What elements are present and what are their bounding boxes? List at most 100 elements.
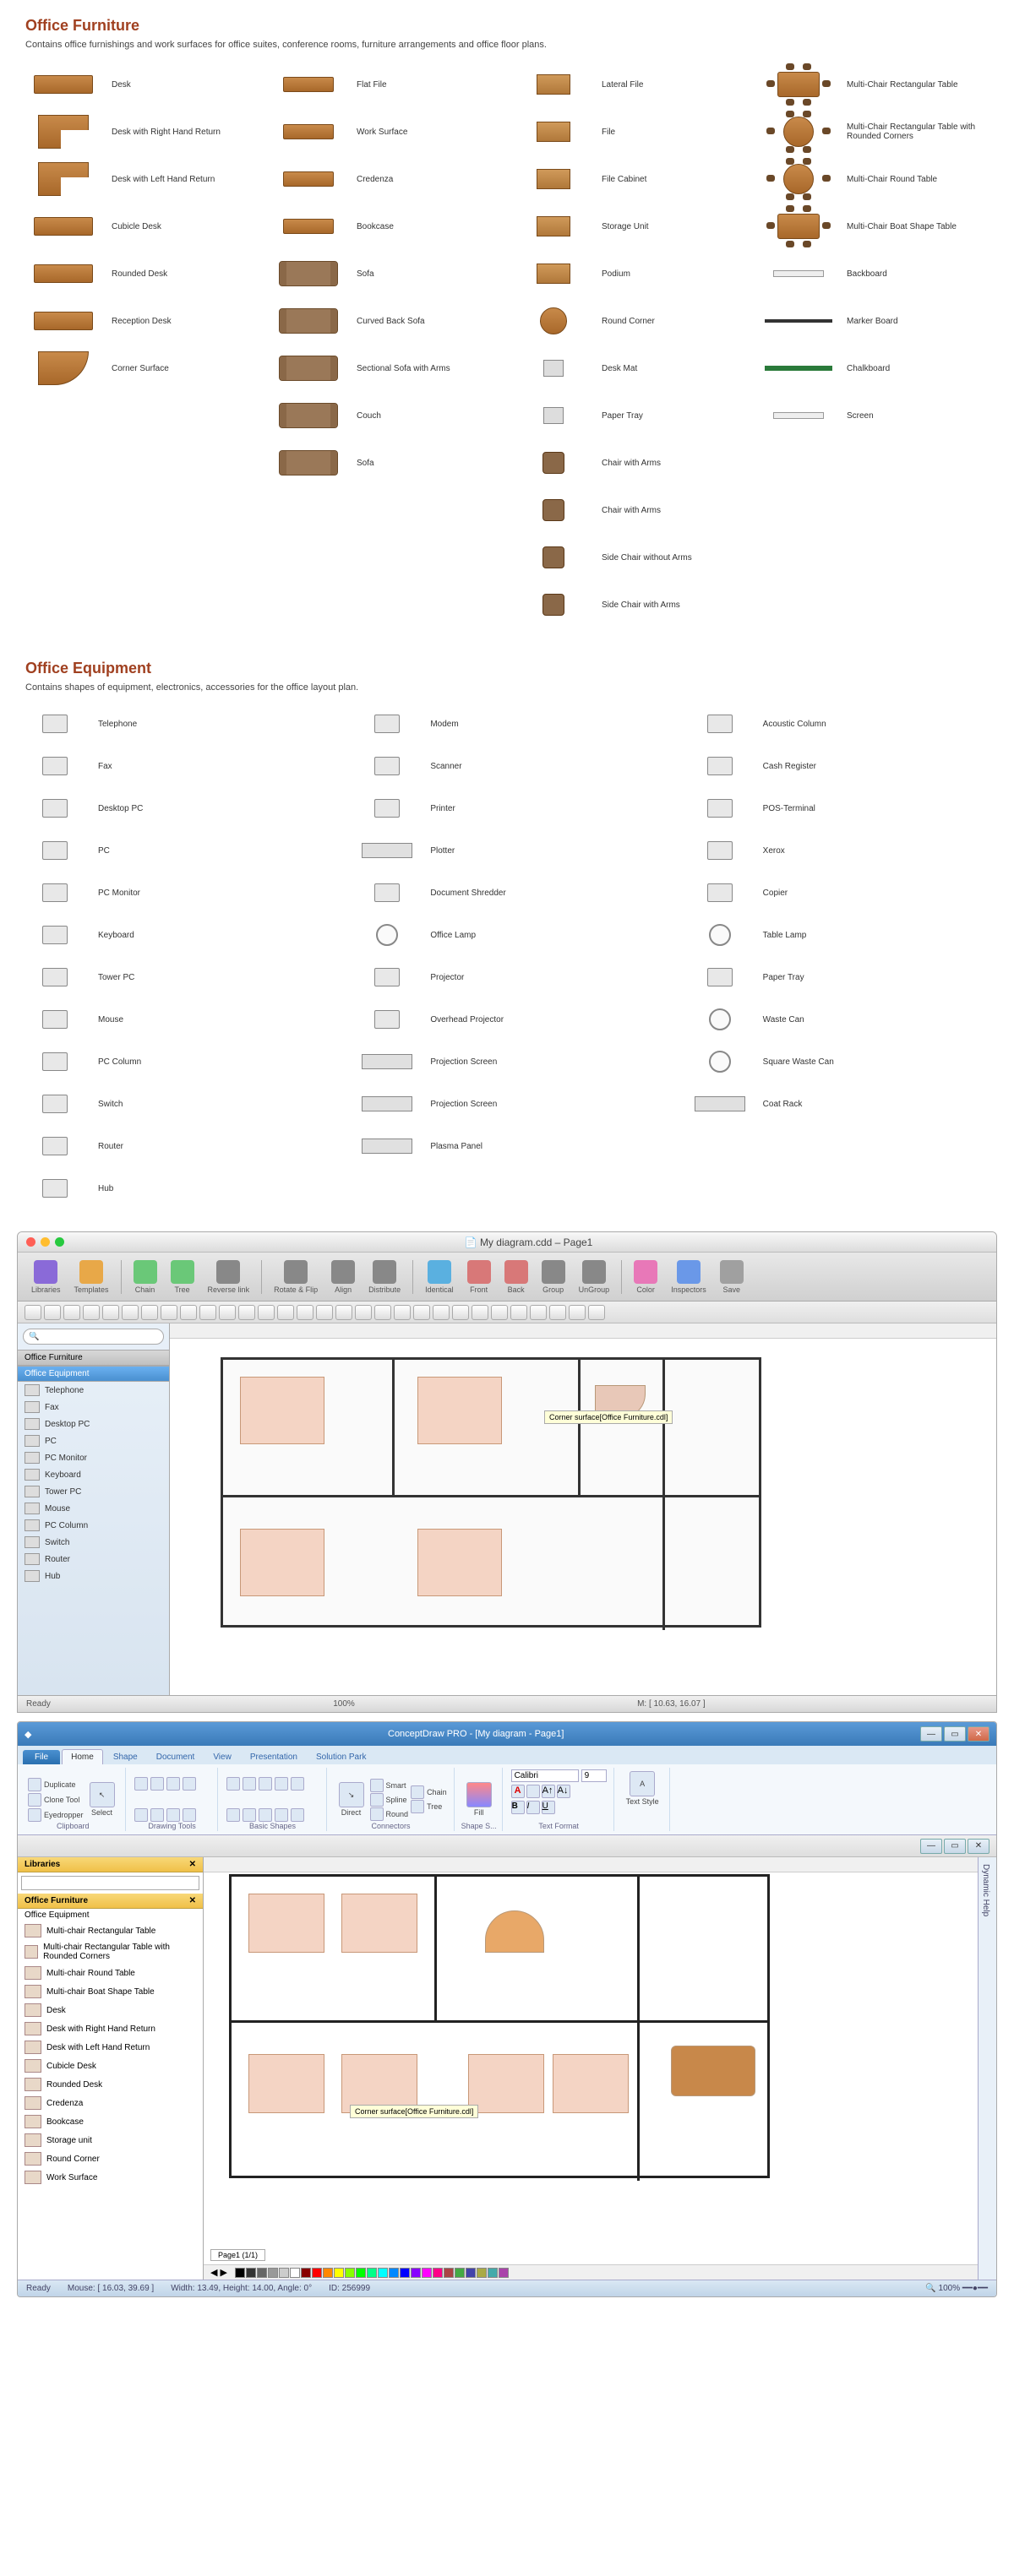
fill-button[interactable]: Fill: [463, 1780, 495, 1818]
doc-minimize-button[interactable]: —: [920, 1839, 942, 1854]
shape-button[interactable]: [259, 1777, 272, 1791]
duplicate-button[interactable]: Duplicate: [28, 1778, 84, 1791]
toolbar-back-button[interactable]: Back: [499, 1258, 533, 1296]
sub-tool-button[interactable]: [433, 1305, 450, 1320]
toolbar-rotate-flip-button[interactable]: Rotate & Flip: [269, 1258, 323, 1296]
toolbar-save-button[interactable]: Save: [715, 1258, 749, 1296]
toolbar-inspectors-button[interactable]: Inspectors: [666, 1258, 711, 1296]
color-swatch[interactable]: [444, 2268, 454, 2278]
canvas[interactable]: Corner surface[Office Furniture.cdl] Pag…: [204, 1857, 978, 2280]
toolbar-align-button[interactable]: Align: [326, 1258, 360, 1296]
library-search-input[interactable]: [21, 1876, 199, 1890]
color-swatch[interactable]: [477, 2268, 487, 2278]
library-item[interactable]: PC Column: [18, 1517, 169, 1534]
library-item[interactable]: Bookcase: [18, 2112, 203, 2131]
smart-button[interactable]: Smart: [370, 1779, 409, 1792]
shape-button[interactable]: [291, 1777, 304, 1791]
library-item[interactable]: Multi-chair Rectangular Table with Round…: [18, 1940, 203, 1964]
maximize-button[interactable]: ▭: [944, 1726, 966, 1742]
canvas[interactable]: Corner surface[Office Furniture.cdl]: [170, 1323, 996, 1695]
toolbar-front-button[interactable]: Front: [462, 1258, 496, 1296]
titlebar[interactable]: 📄 My diagram.cdd – Page1: [18, 1232, 996, 1253]
library-header-selected[interactable]: Office Equipment: [18, 1366, 169, 1382]
chain-button[interactable]: Chain: [411, 1785, 447, 1799]
ribbon-tab-home[interactable]: Home: [62, 1749, 103, 1764]
titlebar[interactable]: ◆ ConceptDraw PRO - [My diagram - Page1]…: [18, 1722, 996, 1746]
color-swatch[interactable]: [499, 2268, 509, 2278]
shape-button[interactable]: [226, 1808, 240, 1822]
toolbar-ungroup-button[interactable]: UnGroup: [574, 1258, 615, 1296]
color-swatch[interactable]: [356, 2268, 366, 2278]
shape-button[interactable]: [226, 1777, 240, 1791]
sub-tool-button[interactable]: [374, 1305, 391, 1320]
sub-tool-button[interactable]: [258, 1305, 275, 1320]
eyedropper-button[interactable]: Eyedropper: [28, 1808, 84, 1822]
sub-tool-button[interactable]: [63, 1305, 80, 1320]
sub-tool-button[interactable]: [510, 1305, 527, 1320]
sub-tool-button[interactable]: [25, 1305, 41, 1320]
sub-tool-button[interactable]: [316, 1305, 333, 1320]
library-header-selected[interactable]: Office Furniture✕: [18, 1894, 203, 1909]
color-swatch[interactable]: [400, 2268, 410, 2278]
shape-button[interactable]: [291, 1808, 304, 1822]
sub-tool-button[interactable]: [102, 1305, 119, 1320]
clone-tool-button[interactable]: Clone Tool: [28, 1793, 84, 1807]
sub-tool-button[interactable]: [122, 1305, 139, 1320]
sub-tool-button[interactable]: [297, 1305, 313, 1320]
library-item[interactable]: Hub: [18, 1568, 169, 1584]
tool-button[interactable]: [134, 1808, 148, 1822]
library-item[interactable]: Router: [18, 1551, 169, 1568]
close-button[interactable]: ✕: [968, 1726, 989, 1742]
sub-tool-button[interactable]: [530, 1305, 547, 1320]
library-header[interactable]: Office Equipment: [18, 1909, 203, 1921]
color-swatch[interactable]: [345, 2268, 355, 2278]
text-style-button[interactable]: AText Style: [623, 1769, 662, 1807]
spline-button[interactable]: Spline: [370, 1793, 409, 1807]
color-swatch[interactable]: [367, 2268, 377, 2278]
color-swatch[interactable]: [290, 2268, 300, 2278]
tool-button[interactable]: [183, 1808, 196, 1822]
sub-tool-button[interactable]: [199, 1305, 216, 1320]
library-item[interactable]: PC Monitor: [18, 1449, 169, 1466]
color-swatch[interactable]: [455, 2268, 465, 2278]
bold-button[interactable]: B: [511, 1801, 525, 1814]
floorplan[interactable]: Corner surface[Office Furniture.cdl]: [221, 1357, 761, 1628]
sub-tool-button[interactable]: [588, 1305, 605, 1320]
sub-tool-button[interactable]: [219, 1305, 236, 1320]
sub-tool-button[interactable]: [394, 1305, 411, 1320]
sub-tool-button[interactable]: [335, 1305, 352, 1320]
tool-button[interactable]: [150, 1808, 164, 1822]
font-color-button[interactable]: A: [511, 1785, 525, 1798]
tool-button[interactable]: [166, 1808, 180, 1822]
library-item[interactable]: Multi-chair Boat Shape Table: [18, 1982, 203, 2001]
ribbon-tab-file[interactable]: File: [23, 1750, 60, 1764]
shape-button[interactable]: [275, 1777, 288, 1791]
toolbar-color-button[interactable]: Color: [629, 1258, 662, 1296]
color-swatch[interactable]: [378, 2268, 388, 2278]
tool-button[interactable]: [166, 1777, 180, 1791]
color-swatch[interactable]: [433, 2268, 443, 2278]
toolbar-identical-button[interactable]: Identical: [420, 1258, 459, 1296]
sub-tool-button[interactable]: [141, 1305, 158, 1320]
doc-close-button[interactable]: ✕: [968, 1839, 989, 1854]
sub-tool-button[interactable]: [472, 1305, 488, 1320]
select-button[interactable]: ↖Select: [86, 1780, 118, 1818]
color-swatch[interactable]: [323, 2268, 333, 2278]
library-item[interactable]: Work Surface: [18, 2168, 203, 2187]
sub-tool-button[interactable]: [180, 1305, 197, 1320]
sub-tool-button[interactable]: [355, 1305, 372, 1320]
color-swatch[interactable]: [257, 2268, 267, 2278]
ribbon-tab-view[interactable]: View: [204, 1750, 240, 1764]
tool-button[interactable]: [150, 1777, 164, 1791]
color-swatch[interactable]: [268, 2268, 278, 2278]
tool-button[interactable]: [134, 1777, 148, 1791]
color-swatch[interactable]: [235, 2268, 245, 2278]
close-button[interactable]: [26, 1237, 35, 1247]
color-swatch[interactable]: [389, 2268, 399, 2278]
tree-button[interactable]: Tree: [411, 1800, 447, 1813]
library-item[interactable]: Multi-chair Rectangular Table: [18, 1921, 203, 1940]
status-zoom[interactable]: 100%: [333, 1699, 355, 1709]
dynamic-help-tab[interactable]: Dynamic Help: [979, 1857, 993, 1923]
sub-tool-button[interactable]: [452, 1305, 469, 1320]
color-swatch[interactable]: [411, 2268, 421, 2278]
